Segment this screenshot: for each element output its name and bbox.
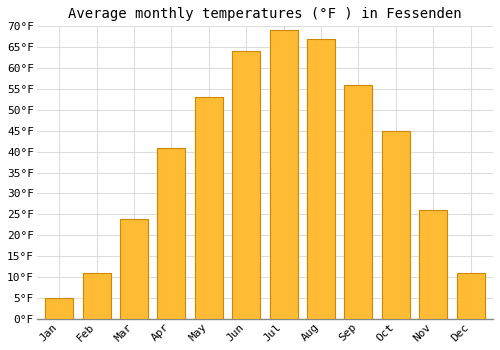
Title: Average monthly temperatures (°F ) in Fessenden: Average monthly temperatures (°F ) in Fe… xyxy=(68,7,462,21)
Bar xyxy=(45,298,73,319)
Bar xyxy=(195,97,223,319)
Bar xyxy=(232,51,260,319)
Bar xyxy=(270,30,297,319)
Bar xyxy=(456,273,484,319)
Bar xyxy=(120,218,148,319)
Bar xyxy=(307,39,335,319)
Bar xyxy=(419,210,447,319)
Bar xyxy=(382,131,410,319)
Bar xyxy=(82,273,110,319)
Bar xyxy=(344,85,372,319)
Bar xyxy=(158,147,186,319)
